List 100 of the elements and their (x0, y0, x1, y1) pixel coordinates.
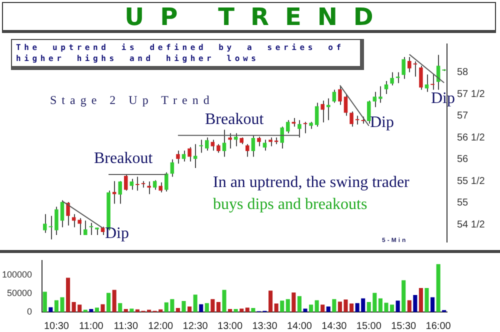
candlestick (72, 214, 76, 228)
bar (193, 294, 198, 312)
candlestick (228, 132, 232, 149)
candlestick (147, 181, 151, 195)
candlestick (48, 215, 53, 240)
candlestick (234, 132, 238, 147)
candlestick (188, 146, 192, 162)
candlestick (182, 150, 186, 162)
candlestick (338, 86, 342, 106)
annotation: Dip (370, 114, 394, 132)
candlestick (384, 80, 388, 95)
bar (396, 300, 400, 312)
candlestick (424, 74, 429, 92)
bar (100, 304, 105, 312)
bar (124, 309, 128, 312)
annotation: buys dips and breakouts (213, 196, 368, 214)
annotation: Stage 2 Up Trend (50, 93, 214, 108)
bar (204, 303, 209, 312)
bar (42, 292, 47, 312)
y-tick-label: 54 1/2 (457, 219, 486, 230)
bar (424, 288, 429, 312)
candlestick (390, 72, 394, 86)
bar (118, 303, 122, 312)
candlestick (257, 136, 261, 147)
bar (210, 299, 215, 312)
candlestick (170, 158, 174, 178)
bar (314, 300, 319, 312)
y-tick-label: 55 (457, 198, 469, 209)
bar (66, 278, 70, 312)
y-tick-label: 57 1/2 (457, 88, 486, 100)
annotation: In an uptrend, the swing trader (213, 174, 410, 192)
candlestick (408, 56, 412, 73)
y-tick-label: 55 1/2 (457, 176, 486, 187)
y-tick-label: 56 1/2 (457, 132, 486, 144)
bar (309, 304, 314, 312)
x-tick-label: 13:00 (218, 320, 243, 332)
candlestick (286, 120, 290, 134)
bar (234, 309, 238, 312)
bar (402, 280, 406, 312)
candlestick (350, 110, 354, 128)
annotation: Breakout (205, 111, 264, 129)
bar (430, 297, 435, 312)
x-tick-label: 10:30 (44, 320, 70, 332)
chart-title: UP TREND (2, 2, 496, 33)
candlestick (152, 180, 157, 190)
annotation: Breakout (94, 150, 153, 168)
bar (106, 292, 111, 312)
bar (216, 302, 220, 312)
x-tick-label: 11:00 (79, 320, 104, 332)
candlestick (118, 180, 122, 204)
x-tick-label: 12:00 (148, 320, 174, 332)
candlestick (84, 220, 88, 236)
x-tick-label: 11:30 (114, 320, 138, 332)
bar (292, 292, 296, 312)
candlestick (326, 98, 330, 121)
bar (228, 309, 232, 312)
candlestick (367, 100, 371, 124)
candlestick (251, 134, 256, 158)
candlestick (222, 129, 226, 158)
annotation: Dip (105, 225, 129, 243)
candlestick (413, 60, 418, 78)
x-tick-label: 12:30 (182, 320, 208, 332)
candlestick (176, 150, 180, 164)
candlestick (314, 102, 319, 128)
bar (112, 290, 116, 312)
candlestick (66, 201, 70, 226)
bar (320, 304, 325, 312)
bar (89, 309, 94, 312)
candlestick (164, 172, 168, 192)
candlestick (199, 139, 203, 154)
y-tick-label: 0 (26, 306, 32, 316)
candlestick (124, 174, 128, 192)
candlestick (246, 144, 250, 158)
bar (436, 264, 440, 312)
bar (280, 300, 284, 312)
bar (286, 299, 290, 312)
bar (222, 290, 226, 312)
annotation: The uptrend is defined by a series of higher highs and higher lows (11, 39, 364, 70)
bar (326, 306, 330, 312)
candlestick (378, 86, 382, 104)
y-tick-label: 58 (457, 67, 469, 78)
x-tick-label: 14:30 (322, 320, 348, 332)
candlestick (130, 178, 134, 190)
bar (176, 308, 180, 312)
bar (407, 300, 412, 312)
bar (188, 306, 192, 312)
candlestick (280, 126, 284, 149)
bar (130, 308, 134, 312)
candlestick (136, 176, 140, 192)
y-tick-label: 57 (457, 110, 469, 122)
bar (199, 304, 204, 312)
candlestick (303, 121, 308, 134)
x-tick-label: 16:00 (426, 320, 452, 332)
bar (413, 295, 418, 312)
x-tick-label: 15:00 (356, 320, 382, 332)
candlestick (344, 94, 348, 116)
candlestick (43, 214, 47, 234)
candlestick (402, 56, 406, 80)
candlestick (193, 144, 198, 169)
bar (297, 296, 302, 312)
